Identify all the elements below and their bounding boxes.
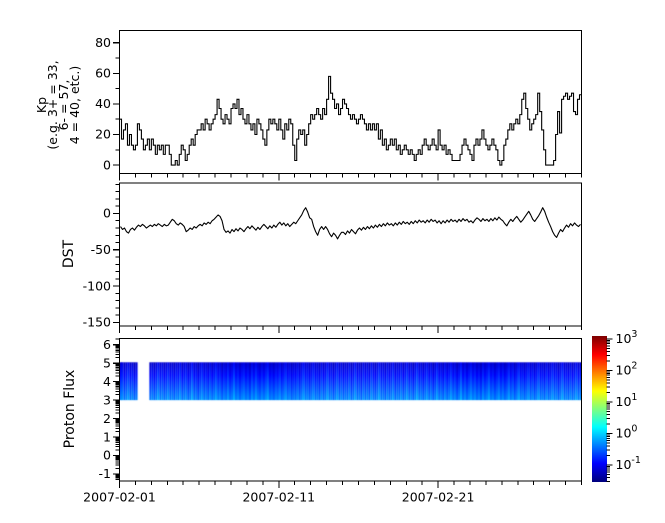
kp-series-step-line [119, 75, 582, 166]
dst-series-line [120, 207, 581, 240]
x-tick-label: 2007-02-01 [83, 490, 156, 505]
dst-ytick-label: -50 [91, 242, 111, 257]
colorbar-tick-exponent: 3 [631, 329, 637, 340]
proton-ytick-label: 5 [103, 355, 111, 370]
dst-axis-label: DST [61, 204, 77, 304]
kp-axis-label: Kp (e.g. 3+ = 33, 6- = 57, 4 = 40, etc.) [34, 30, 82, 180]
kp-ytick-label: 20 [95, 127, 111, 142]
kp-ytick-label: 0 [103, 157, 111, 172]
proton-ytick-label: 3 [103, 392, 111, 407]
colorbar-tick-label: 100 [616, 424, 638, 441]
colorbar-tick-label: 10-1 [616, 455, 641, 472]
colorbar-tick-exponent: -1 [631, 455, 640, 466]
proton-ytick-label: 2 [103, 411, 111, 426]
colorbar-tick-exponent: 0 [631, 424, 637, 435]
dst-ytick-label: 0 [103, 206, 111, 221]
proton-axis-label-text: Proton Flux [62, 369, 78, 449]
proton-flux-heatmap [120, 339, 581, 480]
colorbar-tick-exponent: 2 [631, 361, 637, 372]
proton-axis-label: Proton Flux [62, 349, 78, 469]
proton-ytick-label: -1 [99, 466, 111, 481]
colorbar-tick-label: 103 [616, 329, 638, 346]
x-tick-label: 2007-02-11 [242, 490, 315, 505]
proton-panel-border [118, 337, 583, 482]
colorbar-tick-exponent: 1 [631, 392, 637, 403]
proton-ytick-label: 1 [103, 429, 111, 444]
dst-ytick-label: -100 [83, 278, 111, 293]
proton-ytick-label: 4 [103, 374, 111, 389]
proton-ytick-label: 0 [103, 448, 111, 463]
kp-panel-border [118, 29, 583, 175]
dst-axis-label-text: DST [61, 239, 77, 269]
kp-ytick-label: 80 [95, 35, 111, 50]
x-tick-label: 2007-02-21 [402, 490, 475, 505]
kp-ytick-label: 60 [95, 66, 111, 81]
colorbar-gradient [592, 336, 607, 482]
kp-ytick-label: 40 [95, 96, 111, 111]
proton-ytick-label: 6 [103, 337, 111, 352]
dst-ytick-label: -150 [83, 315, 111, 330]
colorbar-tick-label: 102 [616, 361, 638, 378]
kp-axis-label-line4: 4 = 40, etc.) [67, 65, 82, 145]
colorbar-tick-label: 101 [616, 392, 638, 409]
dst-panel-border [118, 182, 583, 327]
